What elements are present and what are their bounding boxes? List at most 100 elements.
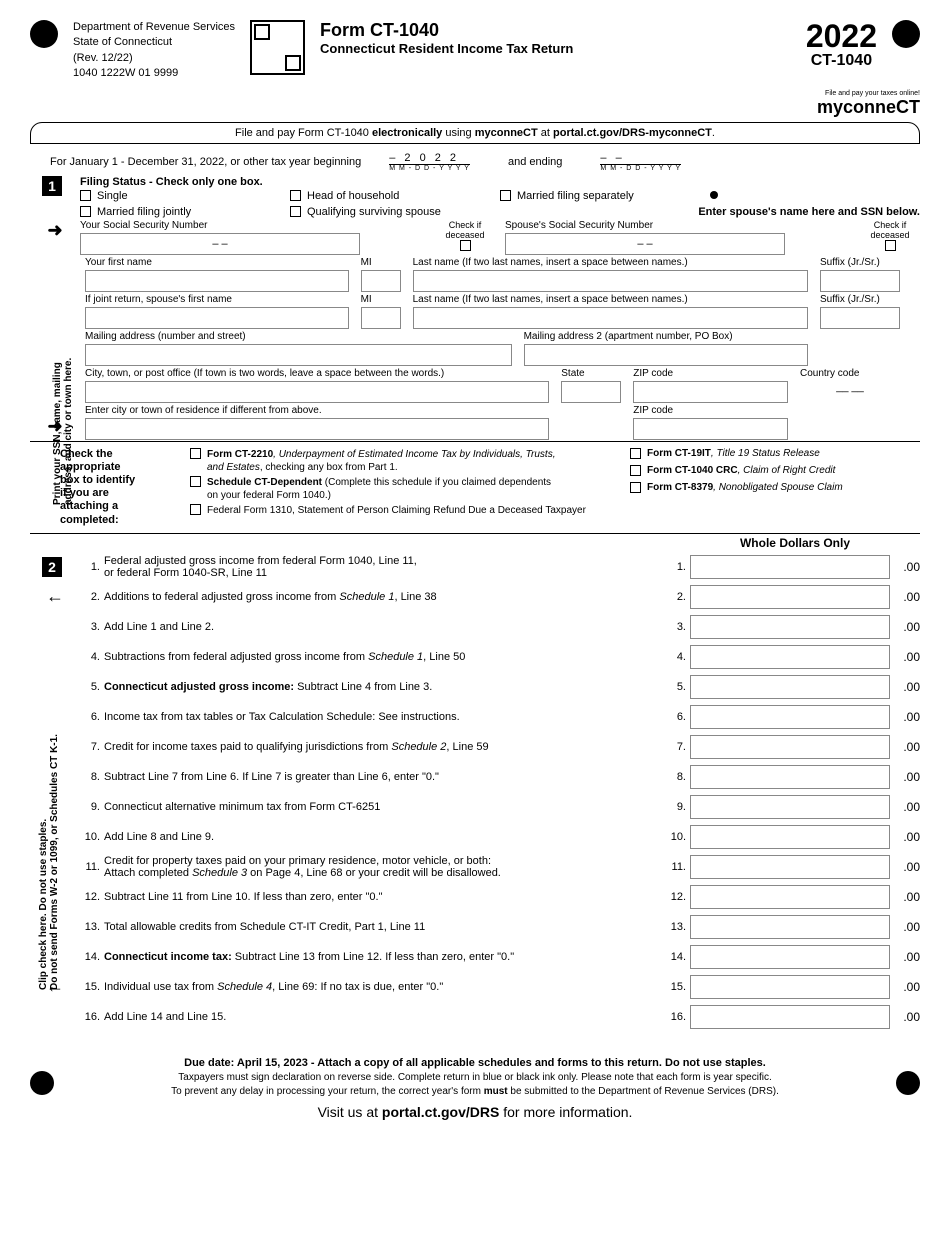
checkbox-ct8379[interactable] [630,482,641,493]
spouse-suffix-input[interactable] [820,307,900,329]
line-description: Individual use tax from Schedule 4, Line… [104,981,662,993]
checkbox-ct2210[interactable] [190,448,201,459]
form-title-block: Form CT-1040 Connecticut Resident Income… [320,20,791,56]
line-number: 16. [80,1011,104,1023]
line-box-number: 11. [662,861,690,873]
checkbox-f1310[interactable] [190,504,201,515]
amount-input-line-16[interactable] [690,1005,890,1029]
cents-label: .00 [890,620,920,634]
mailing-address2-input[interactable] [524,344,808,366]
section-2-marker: 2 [42,557,62,577]
line-description: Subtractions from federal adjusted gross… [104,651,662,663]
mi-input[interactable] [361,270,401,292]
spouse-ssn-input[interactable]: – – [505,233,785,255]
checkbox-single[interactable] [80,190,91,201]
line-box-number: 15. [662,981,690,993]
line-description: Income tax from tax tables or Tax Calcul… [104,711,662,723]
amount-input-line-2[interactable] [690,585,890,609]
line-number: 10. [80,831,104,843]
residence-city-input[interactable] [85,418,549,440]
form-name: Form CT-1040 [320,20,791,41]
amount-input-line-3[interactable] [690,615,890,639]
checkbox-your-deceased[interactable] [460,240,471,251]
line-number: 13. [80,921,104,933]
line-row-9: 9.Connecticut alternative minimum tax fr… [30,792,920,822]
section-1-marker: 1 [42,176,62,196]
line-box-number: 10. [662,831,690,843]
cents-label: .00 [890,560,920,574]
begin-date-field[interactable]: – 2 0 2 2 [389,152,459,164]
deceased-label: Check if deceased [445,220,484,240]
line-description: Add Line 1 and Line 2. [104,621,662,633]
line-box-number: 12. [662,891,690,903]
checkbox-qss[interactable] [290,206,301,217]
line-description: Subtract Line 11 from Line 10. If less t… [104,891,662,903]
line-row-10: 10.Add Line 8 and Line 9.10..00 [30,822,920,852]
checkbox-sched-dep[interactable] [190,476,201,487]
checkbox-ct19it[interactable] [630,448,641,459]
line-box-number: 5. [662,681,690,693]
line-description: Connecticut alternative minimum tax from… [104,801,662,813]
line-box-number: 8. [662,771,690,783]
check-instructions: Check the appropriate box to identify if… [60,448,170,527]
city-input[interactable] [85,381,549,403]
cents-label: .00 [890,920,920,934]
amount-input-line-12[interactable] [690,885,890,909]
cents-label: .00 [890,740,920,754]
line-number: 12. [80,891,104,903]
suffix-input[interactable] [820,270,900,292]
spouse-first-name-input[interactable] [85,307,349,329]
line-box-number: 6. [662,711,690,723]
your-ssn-input[interactable]: – – [80,233,360,255]
checkbox-mfs[interactable] [500,190,511,201]
line-box-number: 14. [662,951,690,963]
amount-input-line-13[interactable] [690,915,890,939]
filing-status-title: Filing Status - Check only one box. [80,176,920,188]
cents-label: .00 [890,710,920,724]
arrow-left-icon: ← [46,586,64,607]
amount-input-line-5[interactable] [690,675,890,699]
end-date-field[interactable]: – – [600,152,624,164]
line-row-3: 3.Add Line 1 and Line 2.3..00 [30,612,920,642]
amount-input-line-9[interactable] [690,795,890,819]
tax-year-row: For January 1 - December 31, 2022, or ot… [30,148,920,176]
amount-input-line-7[interactable] [690,735,890,759]
spouse-last-name-input[interactable] [413,307,808,329]
line-row-13: 13.Total allowable credits from Schedule… [30,912,920,942]
line-number: 6. [80,711,104,723]
amount-input-line-6[interactable] [690,705,890,729]
line-row-7: 7.Credit for income taxes paid to qualif… [30,732,920,762]
checkbox-mfj[interactable] [80,206,91,217]
line-number: 3. [80,621,104,633]
amount-input-line-15[interactable] [690,975,890,999]
line-description: Federal adjusted gross income from feder… [104,555,662,579]
amount-input-line-11[interactable] [690,855,890,879]
amount-input-line-1[interactable] [690,555,890,579]
state-input[interactable] [561,381,621,403]
marker-dot-bottom-right [896,1071,920,1095]
cents-label: .00 [890,890,920,904]
mailing-address-input[interactable] [85,344,512,366]
amount-input-line-8[interactable] [690,765,890,789]
checkbox-hoh[interactable] [290,190,301,201]
line-row-11: 11.Credit for property taxes paid on you… [30,852,920,882]
checkbox-ct1040crc[interactable] [630,465,641,476]
checkbox-spouse-deceased[interactable] [885,240,896,251]
line-number: 2. [80,591,104,603]
residence-zip-input[interactable] [633,418,788,440]
zip-input[interactable] [633,381,788,403]
line-row-12: 12.Subtract Line 11 from Line 10. If les… [30,882,920,912]
line-description: Add Line 14 and Line 15. [104,1011,662,1023]
amount-input-line-14[interactable] [690,945,890,969]
amount-input-line-4[interactable] [690,645,890,669]
last-name-input[interactable] [413,270,808,292]
spouse-mi-input[interactable] [361,307,401,329]
first-name-input[interactable] [85,270,349,292]
year-box: 2022 CT-1040 [806,20,877,70]
myconnect-logo: File and pay your taxes online! myconneC… [30,90,920,118]
arrow-right-icon: ➜ [30,220,80,241]
marker-dot-top-left [30,20,58,48]
deceased-label-spouse: Check if deceased [870,220,909,240]
line-description: Total allowable credits from Schedule CT… [104,921,662,933]
amount-input-line-10[interactable] [690,825,890,849]
